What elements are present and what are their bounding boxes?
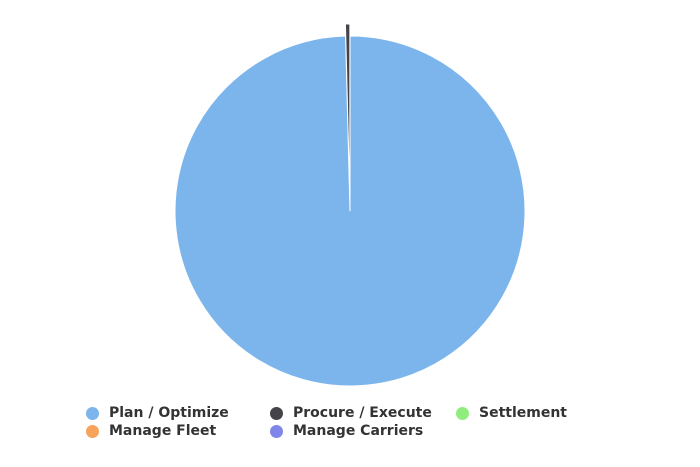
pie-slice-plan-optimize[interactable] (174, 35, 526, 387)
legend-label-manage-fleet: Manage Fleet (109, 423, 217, 439)
pie-plot-area (174, 23, 526, 387)
pie-slice-procure-execute[interactable] (344, 23, 351, 200)
legend-label-procure-execute: Procure / Execute (293, 405, 432, 421)
legend-item-procure-execute[interactable]: Procure / Execute (270, 405, 456, 421)
legend-swatch-manage-carriers (270, 424, 283, 438)
legend-swatch-settlement (456, 406, 469, 420)
legend-swatch-plan-optimize (86, 406, 99, 420)
legend-swatch-manage-fleet (86, 424, 99, 438)
legend-item-settlement[interactable]: Settlement (456, 405, 656, 421)
legend-item-manage-fleet[interactable]: Manage Fleet (86, 423, 270, 439)
legend-label-plan-optimize: Plan / Optimize (109, 405, 229, 421)
legend-label-manage-carriers: Manage Carriers (293, 423, 424, 439)
legend-swatch-procure-execute (270, 406, 283, 420)
chart-legend: Plan / Optimize Procure / Execute Settle… (86, 405, 686, 439)
legend-label-settlement: Settlement (479, 405, 567, 421)
legend-item-plan-optimize[interactable]: Plan / Optimize (86, 405, 270, 421)
legend-item-manage-carriers[interactable]: Manage Carriers (270, 423, 456, 439)
